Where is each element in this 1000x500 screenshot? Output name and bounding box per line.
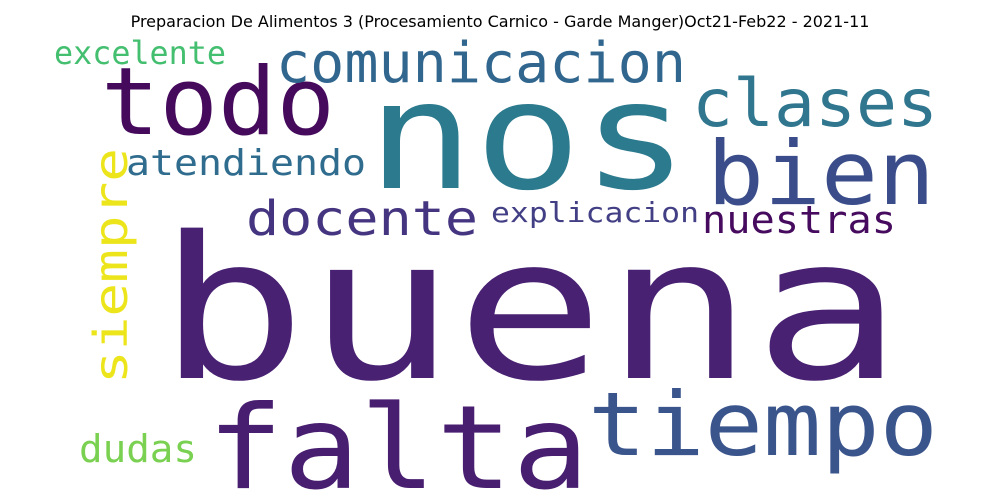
word-atendiendo: atendiendo (126, 143, 366, 184)
word-nuestras: nuestras (702, 198, 896, 242)
word-todo: todo (101, 48, 335, 157)
word-bien: bien (707, 122, 935, 225)
word-siempre: siempre (84, 148, 138, 384)
word-buena: buena (158, 194, 903, 425)
word-explicacion: explicacion (491, 196, 699, 229)
word-dudas: dudas (79, 427, 197, 471)
word-nos: nos (367, 50, 689, 224)
word-comunicacion: comunicacion (276, 31, 686, 96)
word-tiempo: tiempo (588, 373, 938, 476)
chart-title: Preparacion De Alimentos 3 (Procesamient… (130, 12, 870, 31)
word-falta: falta (207, 381, 589, 500)
word-excelente: excelente (54, 34, 226, 72)
word-clases: clases (692, 65, 938, 142)
word-docente: docente (246, 191, 478, 247)
